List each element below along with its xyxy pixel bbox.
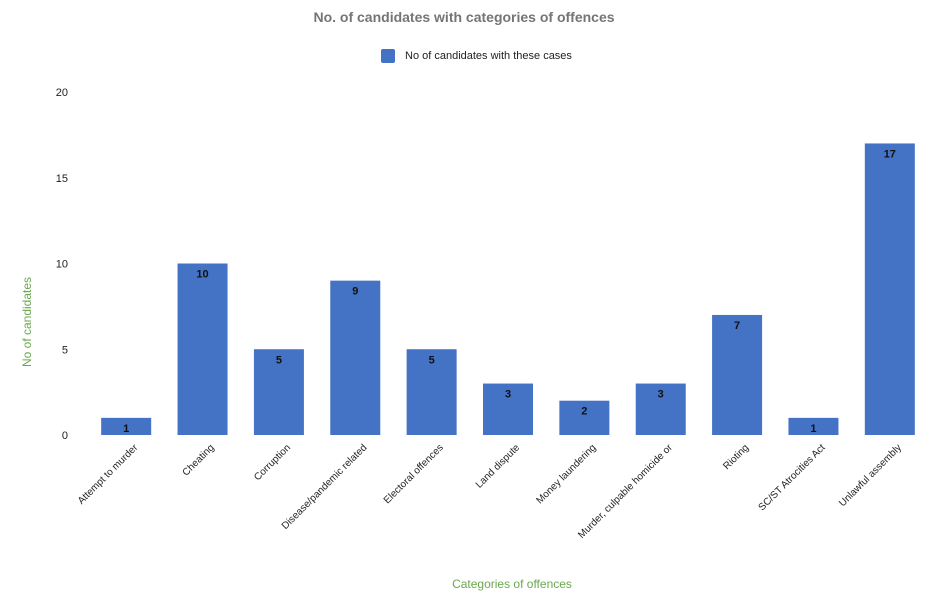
legend-swatch: [381, 49, 395, 63]
x-tick-label: Electoral offences: [382, 442, 446, 506]
data-label: 3: [658, 389, 664, 401]
bar: [330, 280, 381, 435]
bar: [864, 143, 915, 435]
x-tick-label: Corruption: [252, 442, 293, 483]
data-label: 2: [581, 406, 587, 418]
data-label: 1: [123, 423, 129, 435]
x-tick-label: Attempt to murder: [76, 442, 141, 507]
data-label: 9: [352, 286, 358, 298]
bar: [483, 383, 533, 435]
data-label: 17: [884, 148, 896, 160]
bar: [635, 383, 686, 435]
x-tick-label: Cheating: [181, 442, 217, 478]
data-label: 5: [429, 354, 435, 366]
x-tick-label: Rioting: [721, 442, 751, 472]
legend: No of candidates with these cases: [381, 48, 572, 64]
x-axis-title: Categories of offences: [452, 577, 572, 591]
y-tick-label: 15: [56, 173, 68, 185]
bar: [177, 263, 228, 435]
bar: [712, 314, 763, 435]
data-label: 5: [276, 354, 282, 366]
x-tick-label: Land dispute: [474, 442, 523, 491]
data-label: 1: [810, 423, 816, 435]
y-axis-title: No of candidates: [20, 276, 34, 368]
bar: [559, 400, 610, 435]
chart-title: No. of candidates with categories of off…: [313, 9, 615, 25]
legend-label: No of candidates with these cases: [405, 50, 572, 62]
bar: [253, 349, 304, 435]
x-tick-label: Money laundering: [534, 442, 598, 506]
x-tick-label: Disease/pandemic related: [280, 442, 370, 532]
y-tick-label: 0: [62, 430, 68, 442]
bar: [788, 417, 839, 435]
data-label: 10: [196, 269, 208, 281]
x-tick-label: SC/ST Atrocities Act: [757, 442, 828, 513]
y-tick-label: 20: [56, 87, 68, 99]
x-tick-label: Unlawful assembly: [837, 442, 904, 509]
data-label: 3: [505, 389, 511, 401]
bar: [406, 349, 457, 435]
y-tick-label: 10: [56, 259, 68, 271]
y-tick-label: 5: [62, 344, 68, 356]
bar: [101, 417, 152, 435]
data-label: 7: [734, 320, 740, 332]
